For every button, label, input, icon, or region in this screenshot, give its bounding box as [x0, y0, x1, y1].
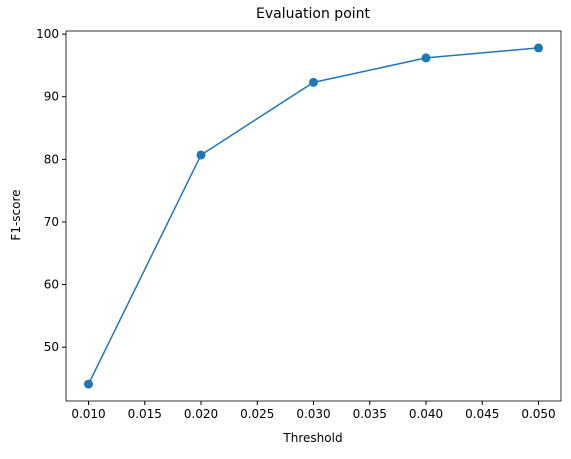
y-axis-label: F1-score	[9, 189, 23, 240]
y-tick-label: 100	[36, 27, 59, 41]
x-tick-label: 0.045	[465, 407, 499, 421]
x-axis-label: Threshold	[282, 431, 342, 445]
x-tick-label: 0.010	[71, 407, 105, 421]
marker	[534, 43, 543, 53]
marker	[309, 77, 318, 87]
y-tick-label: 80	[44, 152, 59, 166]
plot-frame	[65, 30, 562, 402]
x-tick-label: 0.035	[353, 407, 387, 421]
y-tick-label: 70	[44, 215, 59, 229]
x-tick-label: 0.040	[409, 407, 443, 421]
line	[87, 47, 539, 385]
y-tick-label: 60	[44, 278, 59, 292]
x-tick-label: 0.020	[184, 407, 218, 421]
x-tick-label: 0.015	[128, 407, 162, 421]
x-tick-label: 0.025	[240, 407, 274, 421]
x-tick-label: 0.050	[521, 407, 555, 421]
y-tick-label: 50	[44, 340, 59, 354]
chart-title: Evaluation point	[256, 6, 371, 22]
marker	[84, 379, 93, 389]
x-tick-label: 0.030	[296, 407, 330, 421]
marker	[196, 150, 206, 160]
marker	[421, 53, 431, 63]
y-tick-label: 90	[44, 90, 59, 104]
